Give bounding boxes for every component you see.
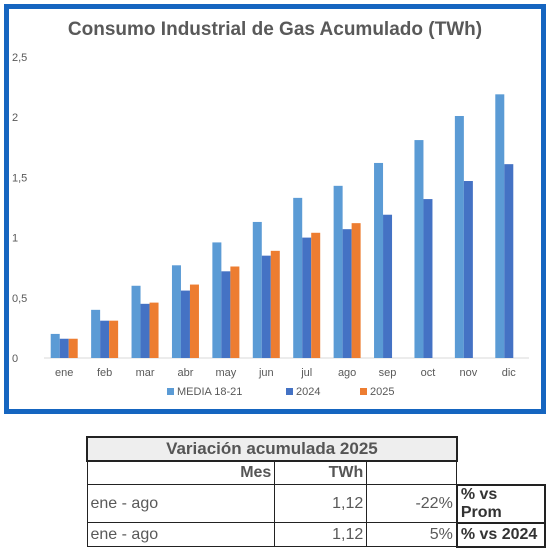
row-period: ene - ago xyxy=(86,522,276,547)
y-tick-label: 0,5 xyxy=(12,293,27,305)
bar xyxy=(91,309,101,358)
row-pct: 5% xyxy=(366,522,458,547)
bar xyxy=(221,271,231,358)
bar xyxy=(261,255,271,358)
bar xyxy=(333,185,343,358)
empty-cell xyxy=(457,461,545,485)
bar xyxy=(342,229,352,358)
x-tick-label: feb xyxy=(97,367,112,379)
variation-table: Variación acumulada 2025 Mes TWh ene - a… xyxy=(86,436,546,548)
bar xyxy=(131,285,141,358)
bar xyxy=(270,250,280,358)
table-title-row: Variación acumulada 2025 xyxy=(86,436,545,462)
x-tick-label: ago xyxy=(338,367,356,379)
x-tick-label: abr xyxy=(178,367,194,379)
variation-table-wrap: Variación acumulada 2025 Mes TWh ene - a… xyxy=(86,436,546,548)
row-twh: 1,12 xyxy=(274,522,368,547)
bar xyxy=(302,237,312,358)
bar xyxy=(351,223,361,358)
bars-group xyxy=(50,94,514,358)
bar xyxy=(171,265,181,358)
x-tick-label: dic xyxy=(502,367,517,379)
bar xyxy=(423,199,433,358)
y-tick-label: 1 xyxy=(12,233,18,245)
legend-label: 2025 xyxy=(370,386,394,398)
row-label: % vs 2024 xyxy=(455,521,546,548)
bar xyxy=(383,214,393,358)
x-tick-label: mar xyxy=(136,367,155,379)
bar xyxy=(293,197,303,358)
bar xyxy=(59,338,69,358)
row-period: ene - ago xyxy=(86,484,276,523)
bar xyxy=(454,115,464,358)
table-header-row: Mes TWh xyxy=(86,460,545,485)
y-axis: 0 0,5 1 1,5 2 2,5 xyxy=(12,52,27,365)
y-tick-label: 1,5 xyxy=(12,172,27,184)
chart-title: Consumo Industrial de Gas Acumulado (TWh… xyxy=(67,19,483,40)
x-tick-label: may xyxy=(215,367,236,379)
legend-swatch xyxy=(360,388,367,395)
legend: MEDIA 18-21 2024 2025 xyxy=(167,386,394,398)
y-tick-label: 2 xyxy=(12,112,18,124)
legend-swatch xyxy=(167,388,174,395)
bar xyxy=(311,232,321,358)
row-twh: 1,12 xyxy=(274,484,368,523)
bar xyxy=(149,302,159,358)
table-row: ene - ago 1,12 5% % vs 2024 xyxy=(86,521,546,548)
bar xyxy=(50,333,60,358)
table-title: Variación acumulada 2025 xyxy=(86,436,458,462)
row-label: % vs Prom xyxy=(455,483,546,524)
bar xyxy=(230,266,240,358)
empty-header-cell xyxy=(366,460,458,485)
table-row: ene - ago 1,12 -22% % vs Prom xyxy=(86,483,546,524)
bar-chart: 0 0,5 1 1,5 2 2,5 ene feb mar abr may jun jul ago sep… xyxy=(12,52,529,398)
x-tick-label: sep xyxy=(379,367,397,379)
bar xyxy=(189,284,199,358)
bar xyxy=(495,94,505,358)
bar xyxy=(212,242,222,358)
bar xyxy=(252,221,262,358)
legend-swatch xyxy=(286,388,293,395)
x-tick-label: jun xyxy=(258,367,274,379)
bar xyxy=(374,162,384,358)
x-tick-label: ene xyxy=(55,367,73,379)
legend-label: 2024 xyxy=(296,386,320,398)
bar xyxy=(100,320,110,358)
bar xyxy=(504,164,514,358)
bar xyxy=(463,181,473,358)
bar xyxy=(109,320,119,358)
empty-cell xyxy=(457,437,545,461)
bar xyxy=(140,303,150,358)
header-twh: TWh xyxy=(274,460,368,485)
x-tick-label: oct xyxy=(421,367,436,379)
bar xyxy=(414,140,424,358)
y-tick-label: 2,5 xyxy=(12,52,27,64)
row-pct: -22% xyxy=(366,484,458,523)
x-tick-label: nov xyxy=(460,367,478,379)
x-tick-label: jul xyxy=(300,367,312,379)
bar xyxy=(68,338,78,358)
header-mes: Mes xyxy=(86,460,276,485)
chart-panel: Consumo Industrial de Gas Acumulado (TWh… xyxy=(4,4,546,414)
legend-label: MEDIA 18-21 xyxy=(177,386,242,398)
bar xyxy=(180,290,190,358)
y-tick-label: 0 xyxy=(12,353,18,365)
x-axis: ene feb mar abr may jun jul ago sep oct nov dic xyxy=(55,367,516,379)
